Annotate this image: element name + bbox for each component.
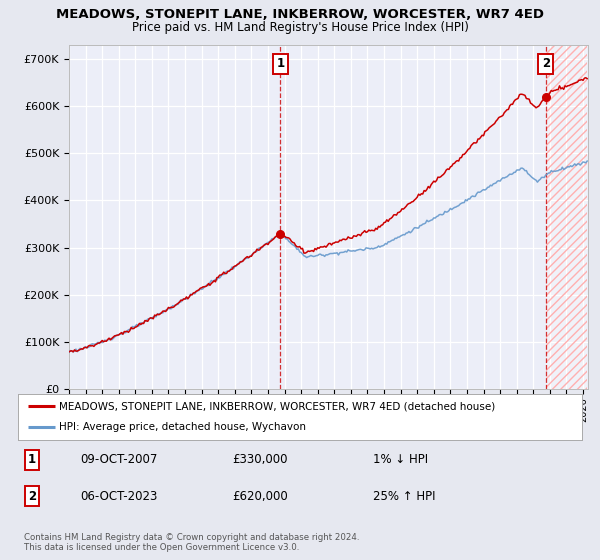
- Text: Price paid vs. HM Land Registry's House Price Index (HPI): Price paid vs. HM Land Registry's House …: [131, 21, 469, 34]
- Text: 1: 1: [277, 57, 284, 70]
- Text: £330,000: £330,000: [232, 453, 288, 466]
- Text: 1: 1: [28, 453, 36, 466]
- Text: 2: 2: [28, 489, 36, 503]
- Text: MEADOWS, STONEPIT LANE, INKBERROW, WORCESTER, WR7 4ED (detached house): MEADOWS, STONEPIT LANE, INKBERROW, WORCE…: [59, 401, 496, 411]
- Text: Contains HM Land Registry data © Crown copyright and database right 2024.: Contains HM Land Registry data © Crown c…: [24, 533, 359, 542]
- Text: 06-OCT-2023: 06-OCT-2023: [80, 489, 157, 503]
- Text: 25% ↑ HPI: 25% ↑ HPI: [373, 489, 436, 503]
- Text: This data is licensed under the Open Government Licence v3.0.: This data is licensed under the Open Gov…: [24, 543, 299, 552]
- Text: 09-OCT-2007: 09-OCT-2007: [80, 453, 157, 466]
- Text: £620,000: £620,000: [232, 489, 288, 503]
- Text: MEADOWS, STONEPIT LANE, INKBERROW, WORCESTER, WR7 4ED: MEADOWS, STONEPIT LANE, INKBERROW, WORCE…: [56, 8, 544, 21]
- Text: 2: 2: [542, 57, 550, 70]
- Text: 1% ↓ HPI: 1% ↓ HPI: [373, 453, 428, 466]
- Text: HPI: Average price, detached house, Wychavon: HPI: Average price, detached house, Wych…: [59, 422, 306, 432]
